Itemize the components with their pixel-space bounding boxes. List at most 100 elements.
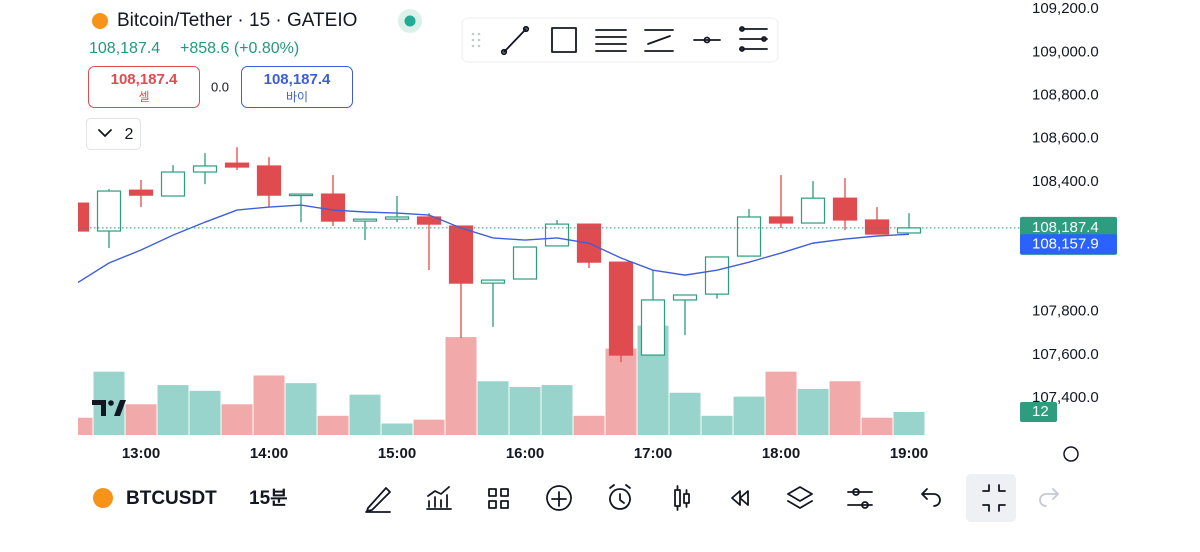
volume-bar [157,385,189,435]
volume-bar [413,419,445,435]
volume-bar [78,417,93,435]
sell-price: 108,187.4 [111,71,178,88]
chart-type-icon[interactable] [674,485,690,511]
volume-bar [221,404,253,435]
indicator-count: 2 [125,126,134,143]
candle-body [832,197,858,221]
volume-bar [765,371,797,435]
settings-sliders[interactable] [852,488,860,496]
volume-bar [285,383,317,435]
layout-icon[interactable] [488,488,509,509]
sell-label: 셀 [138,90,149,104]
y-tick-label: 107,400.0 [1032,389,1099,406]
bottom-interval[interactable]: 15분 [249,487,288,509]
fib-tool[interactable] [595,29,627,52]
volume-bar [477,381,509,435]
candle-body [160,171,186,197]
candle-body [800,197,826,224]
volume-bar [381,423,413,435]
y-tick-label: 109,200.0 [1032,0,1099,17]
chevron-icon [98,129,112,137]
y-tick-label: 107,600.0 [1032,346,1099,363]
x-tick-label: 19:00 [890,445,928,462]
candle-body [736,216,762,257]
candle-body [224,162,250,168]
alert-icon[interactable] [609,484,631,510]
candle-body [78,202,90,232]
candle-body [192,165,218,173]
draw-icon[interactable] [365,487,391,513]
coin-icon [93,488,113,508]
candle-body [288,193,314,197]
candle-body [608,261,634,356]
add-icon[interactable] [546,485,572,511]
volume-bar [797,388,829,435]
bottom-bar [78,470,1122,525]
bottom-symbol[interactable]: BTCUSDT [126,488,217,509]
candle-body [128,189,154,196]
last-price: 108,187.4 [89,40,160,57]
x-tick-label: 18:00 [762,445,800,462]
candle-body [704,256,730,295]
x-tick-label: 16:00 [506,445,544,462]
indicators-icon[interactable] [426,486,452,510]
candle-body [896,227,922,234]
candle-body [352,218,378,222]
status-dot [404,15,416,27]
layers-icon[interactable] [787,486,813,509]
volume-bar [253,375,285,435]
y-tick-label: 107,800.0 [1032,303,1099,320]
volume-bar [861,417,893,435]
position-tool[interactable] [739,26,768,52]
sell-button[interactable] [88,66,200,108]
candle-body [256,165,282,196]
channel-tool[interactable] [644,29,674,52]
candle-body [480,279,506,284]
candle-body [864,219,890,235]
y-tick-label: 109,000.0 [1032,43,1099,60]
candle-body [512,246,538,280]
volume-bar [125,404,157,435]
horizontal-line-tool[interactable] [693,36,721,44]
volume-bar [893,411,925,435]
candle-body [672,294,698,301]
candle-body [320,193,346,222]
y-tick-label: 108,400.0 [1032,173,1099,190]
indicator-toggle[interactable] [86,118,141,150]
y-tick-label: 108,800.0 [1032,86,1099,103]
volume-bar [605,348,637,435]
redo-icon[interactable] [1039,488,1059,507]
volume-badge-label: 12 [1032,403,1049,420]
undo-icon[interactable] [921,488,941,507]
replay-icon[interactable] [731,490,749,506]
symbol-title[interactable]: Bitcoin/Tether · 15 · GATEIO [117,10,357,31]
x-tick-label: 13:00 [122,445,160,462]
plot-area [78,147,925,435]
volume-bar [573,415,605,435]
x-tick-label: 15:00 [378,445,416,462]
candle-body [416,216,442,225]
settings-icon[interactable] [1063,446,1079,462]
ma-label: 108,157.9 [1032,235,1099,252]
trendline-tool[interactable] [500,25,530,56]
last-price-label: 108,187.4 [1032,219,1099,236]
buy-button[interactable] [241,66,353,108]
tv-logo [92,400,126,416]
moving-average [78,204,910,284]
buy-price: 108,187.4 [264,71,331,88]
candle-body [448,225,474,284]
fullscreen-button[interactable] [966,474,1016,522]
x-tick-label: 17:00 [634,445,672,462]
drag-handle [471,32,481,48]
volume-bar [189,390,221,435]
volume-bar [701,415,733,435]
drawing-toolbar [461,17,779,63]
rectangle-tool[interactable] [551,27,577,53]
collapse-icon [982,484,1006,512]
volume-bar [349,394,381,435]
candle-body [768,216,794,224]
volume-badge [1020,401,1057,422]
volume-bar [733,396,765,435]
ma-badge [1020,234,1117,255]
